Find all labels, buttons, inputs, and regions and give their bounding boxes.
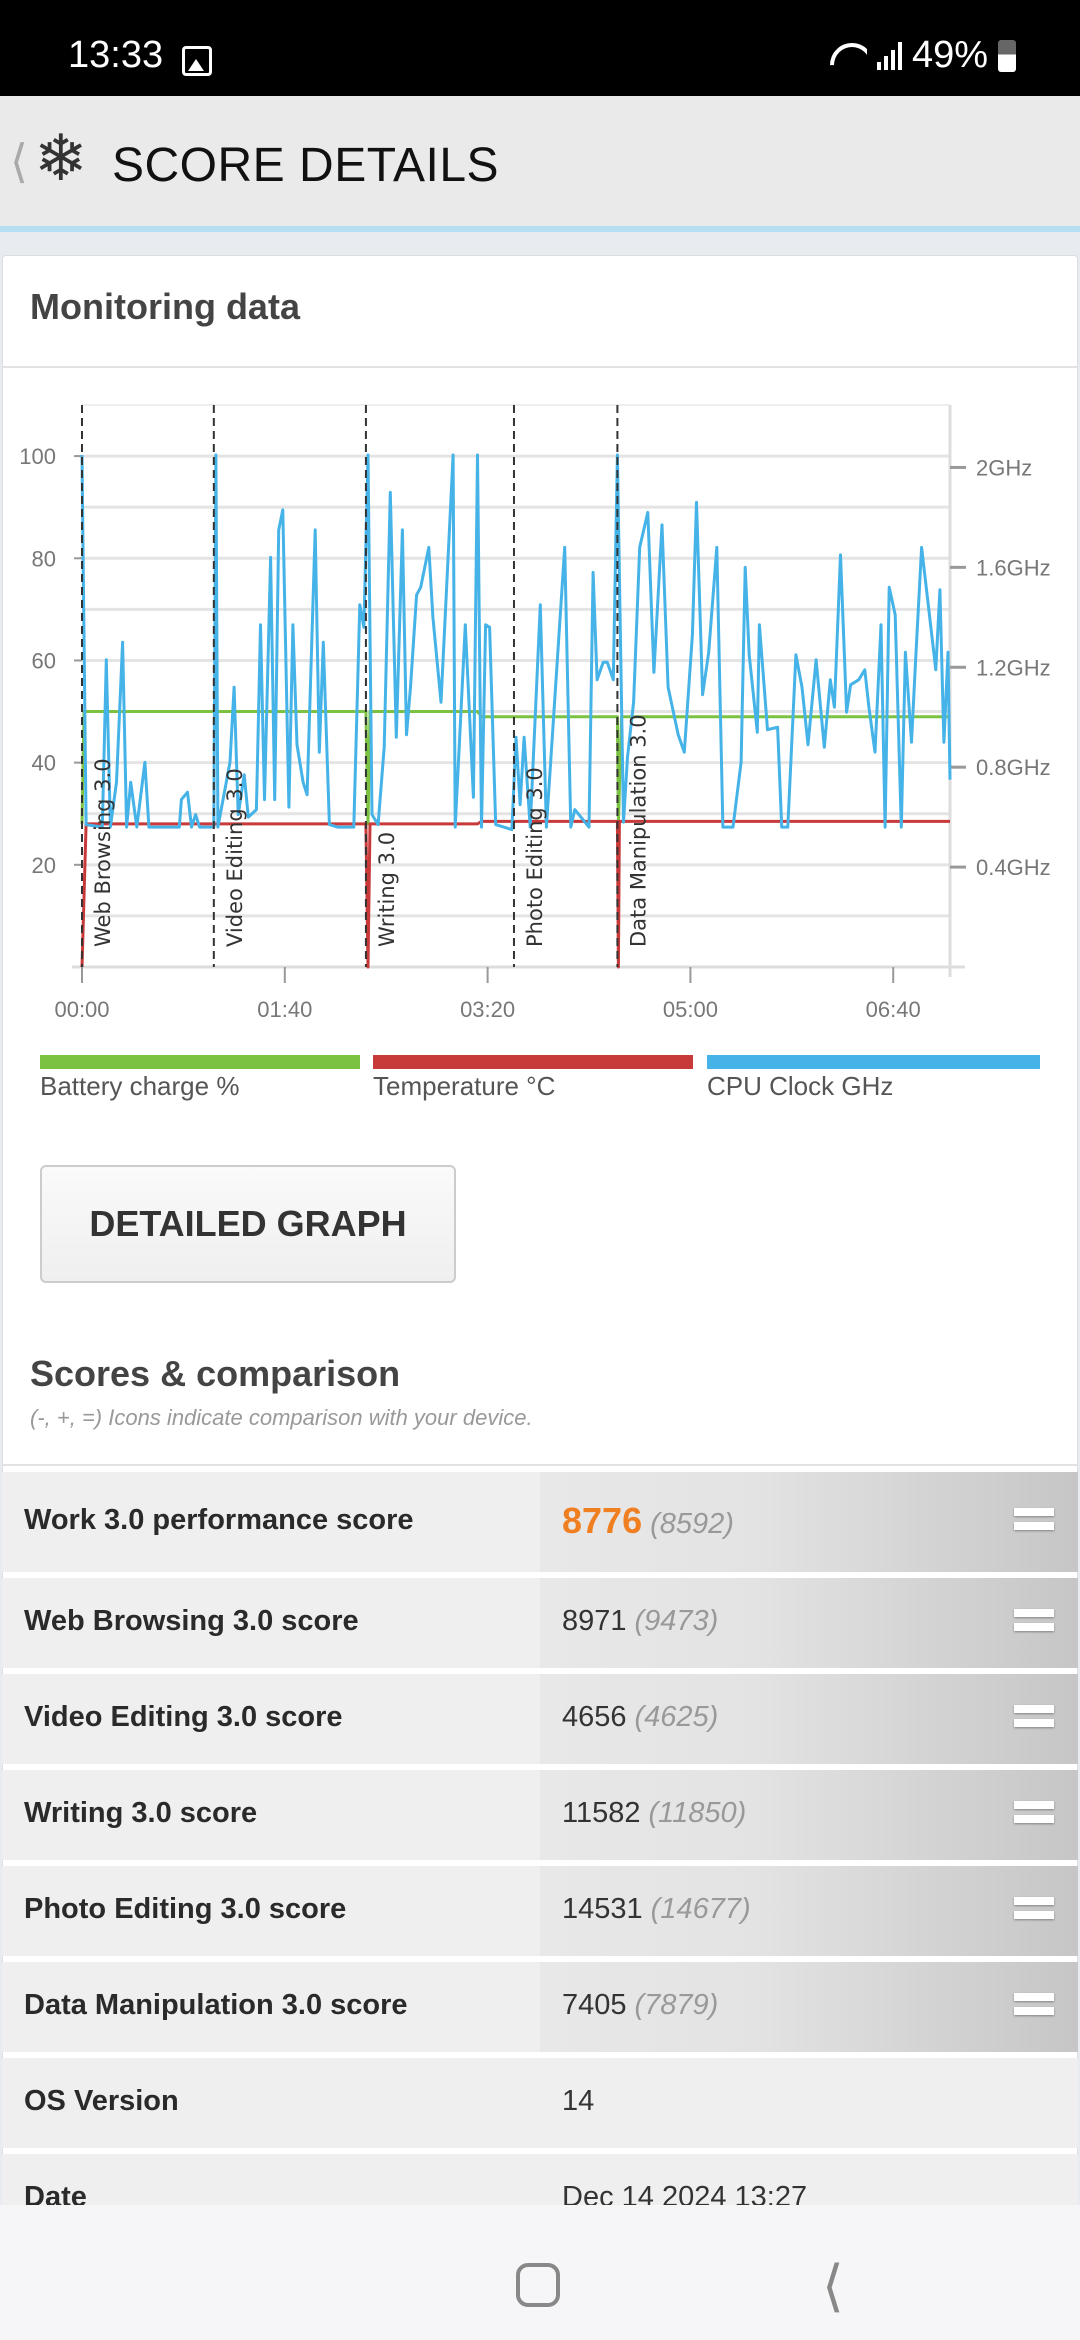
- series-line-cpu-clock: [80, 453, 952, 832]
- legend-swatch-cpu: [707, 1055, 1040, 1069]
- equal-comparison-icon: [1014, 1508, 1054, 1532]
- score-reference: (14677): [650, 1893, 751, 1925]
- score-label: Video Editing 3.0 score: [24, 1701, 343, 1733]
- score-label: Web Browsing 3.0 score: [24, 1605, 359, 1637]
- scores-subtitle: (-, +, =) Icons indicate comparison with…: [30, 1405, 533, 1430]
- score-label: Work 3.0 performance score: [24, 1504, 414, 1536]
- home-icon[interactable]: [516, 2263, 560, 2307]
- monitoring-title: Monitoring data: [30, 286, 300, 327]
- score-value: 4656 (4625): [562, 1701, 718, 1734]
- y-right-tick-label: 1.6GHz: [976, 555, 1051, 580]
- score-value: 11582 (11850): [562, 1797, 746, 1830]
- equal-comparison-icon: [1014, 1897, 1054, 1921]
- score-row: Data Manipulation 3.0 score 7405 (7879): [2, 1962, 1078, 2052]
- divider: [2, 1464, 1078, 1466]
- y-left-tick-label: 100: [19, 444, 56, 469]
- x-tick-label: 05:00: [663, 997, 718, 1020]
- score-value-background: [540, 1770, 1078, 1860]
- score-reference: (7879): [634, 1989, 719, 2021]
- y-right-tick-label: 2GHz: [976, 455, 1032, 480]
- legend-label-temperature: Temperature °C: [373, 1071, 556, 1101]
- score-row: Work 3.0 performance score 8776 (8592): [2, 1472, 1078, 1572]
- status-time: 13:33: [68, 34, 164, 76]
- y-left-tick-label: 20: [32, 853, 56, 878]
- y-left-tick-label: 80: [32, 546, 56, 571]
- legend-swatch-temperature: [373, 1055, 693, 1069]
- score-value-background: [540, 1472, 1078, 1572]
- status-bar: 13:33 49%: [0, 0, 1080, 96]
- test-marker-label: Data Manipulation 3.0: [626, 714, 650, 947]
- detailed-graph-button[interactable]: DETAILED GRAPH: [40, 1165, 456, 1283]
- y-left-tick-label: 60: [32, 648, 56, 673]
- y-right-tick-label: 0.4GHz: [976, 855, 1051, 880]
- score-number: 4656: [562, 1701, 627, 1733]
- info-row: OS Version 14: [2, 2058, 1078, 2148]
- score-number: 14531: [562, 1893, 643, 1925]
- x-tick-label: 03:20: [460, 997, 515, 1020]
- score-value: 8776 (8592): [562, 1500, 734, 1542]
- gallery-icon: [182, 46, 212, 76]
- score-value-background: [540, 1962, 1078, 2052]
- score-value-background: [540, 1866, 1078, 1956]
- score-reference: (4625): [634, 1701, 719, 1733]
- score-label: Photo Editing 3.0 score: [24, 1893, 347, 1925]
- back-icon[interactable]: ⟨: [822, 2254, 844, 2317]
- series-line-temperature: [80, 819, 950, 969]
- y-right-tick-label: 0.8GHz: [976, 755, 1051, 780]
- score-number: 7405: [562, 1989, 627, 2021]
- test-marker-label: Photo Editing 3.0: [523, 767, 547, 947]
- equal-comparison-icon: [1014, 1993, 1054, 2017]
- score-value: 7405 (7879): [562, 1989, 718, 2022]
- score-number: 11582: [562, 1797, 641, 1829]
- x-tick-label: 00:00: [54, 997, 109, 1020]
- y-left-tick-label: 40: [32, 751, 56, 776]
- score-reference: (8592): [650, 1508, 734, 1540]
- legend-label-cpu: CPU Clock GHz: [707, 1071, 894, 1101]
- equal-comparison-icon: [1014, 1609, 1054, 1633]
- signal-icon: [876, 41, 902, 70]
- legend-label-battery: Battery charge %: [40, 1071, 240, 1101]
- test-marker-label: Writing 3.0: [375, 832, 399, 947]
- score-reference: (9473): [634, 1605, 719, 1637]
- monitoring-chart: 20 40 60 80 100 0.4GHz 0.8GHz 1.2GHz 1.6GHz 2GHz 0…: [19, 404, 1051, 1020]
- equal-comparison-icon: [1014, 1801, 1054, 1825]
- score-value: 8971 (9473): [562, 1605, 718, 1638]
- score-row: Web Browsing 3.0 score 8971 (9473): [2, 1578, 1078, 1668]
- equal-comparison-icon: [1014, 1705, 1054, 1729]
- divider: [2, 366, 1078, 368]
- legend-swatch-battery: [40, 1055, 360, 1069]
- score-row: Video Editing 3.0 score 4656 (4625): [2, 1674, 1078, 1764]
- score-number: 8971: [562, 1605, 627, 1637]
- score-value-background: [540, 1674, 1078, 1764]
- test-marker-label: Video Editing 3.0: [223, 768, 247, 947]
- wifi-icon: [829, 41, 867, 71]
- chevron-left-icon[interactable]: ⟨: [10, 135, 28, 187]
- score-row: Photo Editing 3.0 score 14531 (14677): [2, 1866, 1078, 1956]
- page-title: SCORE DETAILS: [112, 139, 500, 192]
- scores-title: Scores & comparison: [30, 1353, 401, 1394]
- battery-icon: [998, 39, 1016, 72]
- score-label: Writing 3.0 score: [24, 1797, 258, 1829]
- score-label: Data Manipulation 3.0 score: [24, 1989, 408, 2021]
- score-value: 14531 (14677): [562, 1893, 751, 1926]
- x-tick-label: 01:40: [257, 997, 312, 1020]
- score-value-background: [540, 1578, 1078, 1668]
- navigation-bar: ⟨: [0, 2205, 1080, 2340]
- score-reference: (11850): [648, 1797, 747, 1829]
- score-number: 8776: [562, 1500, 643, 1541]
- y-right-tick-label: 1.2GHz: [976, 655, 1051, 680]
- header-divider: [0, 226, 1080, 232]
- info-value: 14: [562, 2085, 595, 2117]
- info-label: OS Version: [24, 2085, 179, 2117]
- snowflake-icon[interactable]: ❄: [34, 122, 88, 194]
- score-row: Writing 3.0 score 11582 (11850): [2, 1770, 1078, 1860]
- app-header: ⟨ ❄ SCORE DETAILS: [0, 96, 1080, 230]
- x-tick-label: 06:40: [866, 997, 921, 1020]
- test-marker-label: Web Browsing 3.0: [91, 758, 115, 947]
- battery-percent: 49%: [911, 34, 988, 76]
